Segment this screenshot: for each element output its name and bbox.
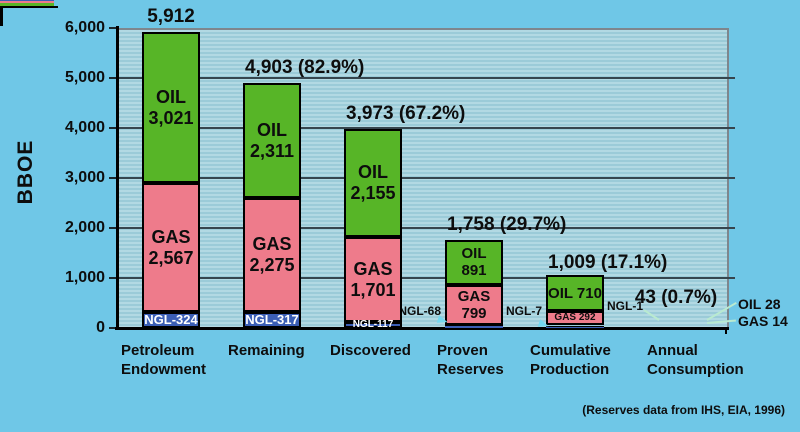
y-axis-title: BBOE <box>13 112 39 232</box>
bar-segment-label-gas: GAS 292 <box>554 312 596 324</box>
bar-total-label: 1,009 (17.1%) <box>548 251 668 273</box>
bar-segment-label-oil: OIL 3,021 <box>148 86 194 128</box>
y-tick-label: 5,000 <box>64 69 105 86</box>
bar-segment-gas <box>0 1 54 4</box>
bar-total-label: 3,973 (67.2%) <box>346 103 466 125</box>
y-tick-label: 1,000 <box>64 269 105 286</box>
y-axis-title-text: BBOE <box>14 139 37 205</box>
category-label: Discovered <box>330 342 411 359</box>
y-axis-tick <box>109 227 117 229</box>
gridline <box>117 227 735 229</box>
annual-oil-callout-label: OIL 28 <box>738 296 781 312</box>
bar-total-label: 1,758 (29.7%) <box>447 214 567 236</box>
source-note: (Reserves data from IHS, EIA, 1996) <box>582 403 785 417</box>
bar-segment-gas <box>142 183 200 312</box>
bar-segment-ngl <box>243 312 301 328</box>
bar-segment-ngl <box>344 322 402 328</box>
bar-segment-oil <box>142 32 200 184</box>
bar-segment-gas <box>445 284 503 325</box>
annual-bar-bracket-top <box>0 5 58 9</box>
bar-segment-gas <box>243 198 301 313</box>
bar-segment-label-oil: OIL 2,155 <box>350 162 396 204</box>
bar-segment-oil <box>344 129 402 238</box>
bar-segment-label-ngl: NGL-317 <box>245 312 299 327</box>
x-axis-end-tick <box>725 328 727 334</box>
y-axis-tick <box>109 127 117 129</box>
bar-segment-label-oil: OIL 2,311 <box>249 119 295 161</box>
bar-segment-oil <box>243 82 301 199</box>
bar-total-label: 5,912 <box>147 6 195 27</box>
gridline <box>117 127 735 129</box>
ngl-callout-label: NGL-7 <box>506 304 542 318</box>
y-axis-tick <box>109 77 117 79</box>
ngl-callout-label: NGL-68 <box>398 304 441 318</box>
plot-area <box>117 28 729 330</box>
annual-bar-bracket-left <box>0 8 3 18</box>
bar-segment-label-ngl: NGL-324 <box>144 311 198 327</box>
gridline <box>117 277 735 279</box>
bar-segment-oil <box>0 3 54 6</box>
category-label: Remaining <box>228 342 305 359</box>
bar-segment-oil <box>445 240 503 285</box>
bar-total-label: 43 (0.7%) <box>634 287 718 308</box>
bar-segment-label-gas: GAS 799 <box>457 287 491 322</box>
y-tick-label: 0 <box>96 319 105 336</box>
bar-segment-ngl <box>546 325 604 328</box>
bar-segment-gas <box>344 237 402 323</box>
category-label: Annual Consumption <box>647 342 744 378</box>
bar-total-label: 4,903 (82.9%) <box>245 56 365 78</box>
bar-segment-label-gas: GAS 2,275 <box>249 234 295 276</box>
bar-segment-label-gas: GAS 2,567 <box>148 226 194 268</box>
y-axis-tick <box>109 27 117 29</box>
bar-segment-label-oil: OIL 710 <box>548 284 602 302</box>
gridline <box>117 77 735 79</box>
annual-gas-callout-label: GAS 14 <box>738 313 788 329</box>
y-axis-tick <box>109 177 117 179</box>
x-axis-line <box>115 327 729 330</box>
bar-segment-label-oil: OIL 891 <box>461 245 487 280</box>
category-label: Proven Reserves <box>437 342 504 378</box>
bar-segment-gas <box>546 310 604 326</box>
bar-segment-oil <box>546 275 604 311</box>
bar-segment-label-gas: GAS 1,701 <box>350 258 396 300</box>
y-axis-tick <box>109 277 117 279</box>
annual-bar-bracket-right <box>0 17 3 27</box>
bar-segment-ngl <box>0 0 54 2</box>
bar-segment-ngl <box>445 324 503 328</box>
gridline <box>117 177 735 179</box>
y-tick-label: 3,000 <box>64 169 105 186</box>
ngl-callout-label: NGL-1 <box>607 299 643 313</box>
y-tick-label: 2,000 <box>64 219 105 236</box>
bar-segment-label-ngl: NGL-117 <box>352 318 394 330</box>
y-tick-label: 6,000 <box>64 19 105 36</box>
y-axis-tick <box>109 327 117 329</box>
category-label: Petroleum Endowment <box>121 342 206 378</box>
chart-dynamic-layer: 0 1,000 2,000 3,000 4,000 5,000 6,000 5,912 OIL … <box>0 0 800 378</box>
y-axis-line <box>116 26 119 330</box>
category-label: Cumulative Production <box>530 342 611 378</box>
bar-segment-ngl <box>142 311 200 328</box>
y-tick-label: 4,000 <box>64 119 105 136</box>
